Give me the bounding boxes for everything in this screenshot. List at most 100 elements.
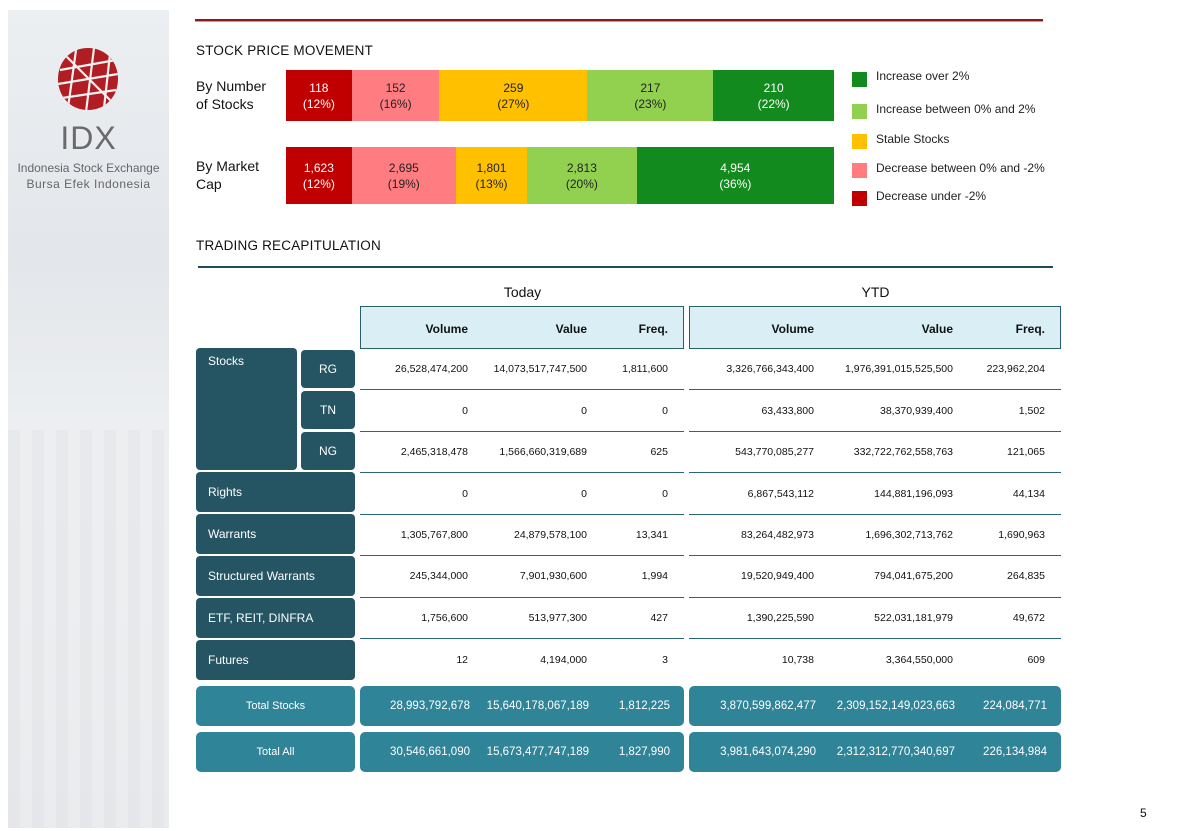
rights-label: Rights (196, 472, 355, 512)
warrants-ytd-value-cell: 1,696,302,713,762 (865, 529, 953, 541)
legend-item: Increase over 2% (852, 68, 970, 87)
by-market-cap-segment-percent: (12%) (302, 176, 335, 191)
structured-today-value-cell: 7,901,930,600 (519, 570, 587, 582)
legend-label: Stable Stocks (876, 132, 950, 146)
row-divider (689, 597, 1061, 598)
tn-ytd-value-cell: 38,370,939,400 (880, 405, 953, 417)
etf-ytd-volume-cell: 1,390,225,590 (746, 612, 814, 624)
etf-ytd-value-cell: 522,031,181,979 (874, 612, 953, 624)
by-market-cap-label: By Market Cap (196, 158, 260, 192)
movement-title: STOCK PRICE MOVEMENT (196, 43, 374, 58)
stocks-label: Stocks (196, 348, 297, 470)
by-market-cap-segment: 1,623 (12%) (286, 147, 352, 204)
row-divider (689, 472, 1061, 473)
rights-today-volume-cell: 0 (462, 488, 468, 500)
legend-swatch (852, 104, 867, 119)
total-all-ytd-value-cell: 2,312,312,770,340,697 (836, 746, 955, 758)
by-number-segment: 210 (22%) (713, 70, 834, 121)
total-stocks-today-box (360, 686, 684, 726)
rights-ytd-volume-cell: 6,867,543,112 (747, 488, 814, 500)
legend-item: Increase between 0% and 2% (852, 101, 1035, 119)
legend-swatch (852, 191, 867, 206)
legend-item: Decrease under -2% (852, 188, 986, 206)
row-divider (689, 555, 1061, 556)
by-market-cap-segment: 2,813 (20%) (527, 147, 637, 204)
by-number-segment-value: 217 (640, 80, 661, 95)
total-all-ytd-box (689, 732, 1061, 772)
by-number-segment-value: 118 (309, 80, 329, 95)
rights-today-freq-cell: 0 (662, 488, 668, 500)
ng-ytd-freq-cell: 121,065 (1007, 446, 1045, 458)
total-all-ytd-volume-cell: 3,981,643,074,290 (720, 746, 816, 758)
by-number-segment-percent: (27%) (497, 96, 530, 111)
by-market-cap-segment: 2,695 (19%) (351, 147, 456, 204)
row-divider (689, 514, 1061, 515)
brand-tagline-indonesian: Bursa Efek Indonesia (26, 177, 151, 191)
legend-swatch (852, 163, 867, 178)
row-divider (689, 389, 1061, 390)
by-number-segment: 217 (23%) (587, 70, 714, 121)
tn-today-volume-cell: 0 (462, 405, 468, 417)
total-stocks-today-value-cell: 15,640,178,067,189 (486, 700, 589, 712)
group-today-label: Today (503, 284, 542, 300)
total-stocks-ytd-value-cell: 2,309,152,149,023,663 (836, 700, 955, 712)
today-header-box (360, 306, 684, 349)
row-divider (360, 389, 684, 390)
row-divider (360, 431, 684, 432)
by-market-cap-segment-value: 2,695 (388, 160, 419, 175)
by-number-segment-value: 152 (385, 80, 406, 95)
by-number-segment-percent: (16%) (379, 96, 412, 111)
by-market-cap-segment: 4,954 (36%) (636, 147, 834, 204)
ytd-freq-header: Freq. (1015, 322, 1045, 336)
etf-ytd-freq-cell: 49,672 (1012, 612, 1045, 624)
futures-label: Futures (196, 640, 355, 680)
by-market-cap-segment-percent: (20%) (565, 176, 598, 191)
tn-ytd-volume-cell: 63,433,800 (761, 405, 814, 417)
by-market-cap-segment: 1,801 (13%) (455, 147, 528, 204)
tn-today-freq-cell: 0 (662, 405, 668, 417)
structured-today-volume-cell: 245,344,000 (409, 570, 468, 582)
etf-today-freq-cell: 427 (650, 612, 668, 624)
by-market-cap-bar: 1,623 (12%) 2,695 (19%) 1,801 (13%) 2,813 (20%)… (286, 147, 834, 204)
by-number-label: By Number of Stocks (196, 78, 267, 112)
total-stocks-ytd-box (689, 686, 1061, 726)
total-stocks-label: Total Stocks (196, 686, 355, 726)
rg-today-volume-cell: 26,528,474,200 (395, 363, 468, 375)
legend-swatch (852, 134, 867, 149)
warrants-today-volume-cell: 1,305,767,800 (400, 529, 468, 541)
ng-today-volume-cell: 2,465,318,478 (400, 446, 468, 458)
by-number-segment: 118 (12%) (286, 70, 352, 121)
total-stocks-today-freq-cell: 1,812,225 (618, 700, 670, 712)
idx-globe-logo-icon (58, 48, 118, 110)
today-volume-header: Volume (425, 322, 468, 336)
legend-label: Decrease between 0% and -2% (876, 161, 1045, 175)
futures-today-value-cell: 4,194,000 (540, 654, 587, 666)
row-divider (360, 514, 684, 515)
structured-ytd-freq-cell: 264,835 (1007, 570, 1045, 582)
warrants-ytd-freq-cell: 1,690,963 (998, 529, 1045, 541)
rg-today-freq-cell: 1,811,600 (622, 363, 668, 375)
by-number-segment-percent: (22%) (757, 96, 790, 111)
brand-tagline-english: Indonesia Stock Exchange (17, 161, 160, 175)
tn-ytd-freq-cell: 1,502 (1018, 405, 1045, 417)
rg-today-value-cell: 14,073,517,747,500 (493, 363, 587, 375)
structured-warrants-label: Structured Warrants (196, 556, 355, 596)
ng-today-freq-cell: 625 (650, 446, 668, 458)
futures-ytd-freq-cell: 609 (1027, 654, 1045, 666)
legend-item: Decrease between 0% and -2% (852, 160, 1045, 178)
ytd-value-header: Value (921, 322, 953, 336)
warrants-label: Warrants (196, 514, 355, 554)
by-market-cap-segment-percent: (19%) (387, 176, 420, 191)
legend-swatch (852, 71, 867, 87)
total-all-label: Total All (196, 732, 355, 772)
board-tn-label: TN (301, 391, 355, 429)
by-number-segment-percent: (12%) (302, 96, 335, 111)
structured-ytd-volume-cell: 19,520,949,400 (741, 570, 814, 582)
legend-label: Increase over 2% (876, 69, 970, 83)
row-divider (360, 555, 684, 556)
by-market-cap-segment-percent: (13%) (475, 176, 508, 191)
by-market-cap-segment-percent: (36%) (719, 176, 752, 191)
ng-ytd-value-cell: 332,722,762,558,763 (853, 446, 953, 458)
etf-today-volume-cell: 1,756,600 (421, 612, 468, 624)
warrants-ytd-volume-cell: 83,264,482,973 (741, 529, 814, 541)
